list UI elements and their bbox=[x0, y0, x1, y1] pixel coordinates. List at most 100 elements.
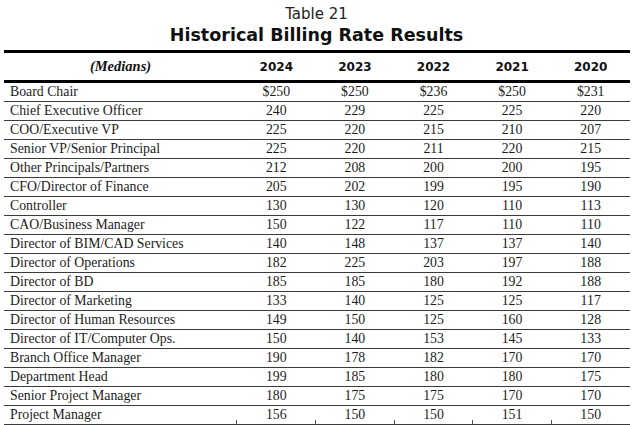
row-label: Director of BD bbox=[4, 273, 237, 292]
rate-value: 137 bbox=[394, 235, 473, 254]
rate-value: 180 bbox=[473, 368, 552, 387]
rate-value: 140 bbox=[237, 235, 316, 254]
rate-value: 200 bbox=[473, 159, 552, 178]
rate-value: $236 bbox=[394, 82, 473, 102]
column-tick-marks bbox=[4, 420, 630, 424]
document-page: Table 21 Historical Billing Rate Results… bbox=[0, 0, 633, 425]
rate-value: 220 bbox=[551, 102, 630, 121]
rate-value: 125 bbox=[473, 292, 552, 311]
rate-value: 199 bbox=[237, 368, 316, 387]
rate-value: 205 bbox=[237, 178, 316, 197]
year-header-2024: 2024 bbox=[237, 52, 316, 82]
rate-value: 150 bbox=[237, 216, 316, 235]
rate-value: 220 bbox=[316, 121, 395, 140]
rate-value: 188 bbox=[551, 254, 630, 273]
table-row: Director of Marketing133140125125117 bbox=[4, 292, 630, 311]
table-row: Director of IT/Computer Ops.150140153145… bbox=[4, 330, 630, 349]
row-label: Director of IT/Computer Ops. bbox=[4, 330, 237, 349]
rate-value: 195 bbox=[473, 178, 552, 197]
row-label: Senior Project Manager bbox=[4, 387, 237, 406]
table-row: COO/Executive VP225220215210207 bbox=[4, 121, 630, 140]
rate-value: 185 bbox=[316, 368, 395, 387]
rate-value: $250 bbox=[237, 82, 316, 102]
rate-value: 203 bbox=[394, 254, 473, 273]
rate-value: 117 bbox=[551, 292, 630, 311]
billing-rate-table: (Medians) 2024 2023 2022 2021 2020 Board… bbox=[4, 50, 630, 425]
page-title: Historical Billing Rate Results bbox=[0, 25, 633, 47]
rate-value: 150 bbox=[316, 311, 395, 330]
table-row: Controller130130120110113 bbox=[4, 197, 630, 216]
rate-value: 215 bbox=[551, 140, 630, 159]
rate-value: 200 bbox=[394, 159, 473, 178]
rate-value: 197 bbox=[473, 254, 552, 273]
row-label: Branch Office Manager bbox=[4, 349, 237, 368]
rate-value: 182 bbox=[394, 349, 473, 368]
rate-value: 140 bbox=[551, 235, 630, 254]
year-header-2021: 2021 bbox=[473, 52, 552, 82]
rate-value: 122 bbox=[316, 216, 395, 235]
rate-value: 133 bbox=[551, 330, 630, 349]
rate-value: 195 bbox=[551, 159, 630, 178]
rate-value: 225 bbox=[394, 102, 473, 121]
year-header-2020: 2020 bbox=[551, 52, 630, 82]
rate-value: 133 bbox=[237, 292, 316, 311]
row-label: Director of Marketing bbox=[4, 292, 237, 311]
rate-value: 208 bbox=[316, 159, 395, 178]
table-row: Director of BIM/CAD Services140148137137… bbox=[4, 235, 630, 254]
table-caption: Table 21 Historical Billing Rate Results bbox=[0, 0, 633, 47]
rate-value: 110 bbox=[473, 216, 552, 235]
table-row: Senior Project Manager180175175170170 bbox=[4, 387, 630, 406]
rate-value: 170 bbox=[551, 387, 630, 406]
rate-value: 225 bbox=[473, 102, 552, 121]
table-body: Board Chair$250$250$236$250$231Chief Exe… bbox=[4, 82, 630, 425]
rate-value: 160 bbox=[473, 311, 552, 330]
rate-value: 182 bbox=[237, 254, 316, 273]
year-header-2022: 2022 bbox=[394, 52, 473, 82]
rate-value: 170 bbox=[473, 387, 552, 406]
year-header-2023: 2023 bbox=[316, 52, 395, 82]
rate-value: 211 bbox=[394, 140, 473, 159]
rate-value: 128 bbox=[551, 311, 630, 330]
row-label: Board Chair bbox=[4, 82, 237, 102]
rate-value: 175 bbox=[316, 387, 395, 406]
rate-value: 117 bbox=[394, 216, 473, 235]
rate-value: 240 bbox=[237, 102, 316, 121]
rate-value: 113 bbox=[551, 197, 630, 216]
rate-value: 140 bbox=[316, 292, 395, 311]
table-number: Table 21 bbox=[0, 5, 633, 24]
table-row: CFO/Director of Finance205202199195190 bbox=[4, 178, 630, 197]
rate-value: $250 bbox=[473, 82, 552, 102]
rate-value: 110 bbox=[473, 197, 552, 216]
rate-value: 199 bbox=[394, 178, 473, 197]
rate-value: 202 bbox=[316, 178, 395, 197]
rate-value: 170 bbox=[551, 349, 630, 368]
rate-value: 185 bbox=[237, 273, 316, 292]
rate-value: $250 bbox=[316, 82, 395, 102]
rate-value: 190 bbox=[551, 178, 630, 197]
rate-value: 225 bbox=[237, 121, 316, 140]
rate-value: 125 bbox=[394, 292, 473, 311]
rate-value: 210 bbox=[473, 121, 552, 140]
rate-value: 180 bbox=[394, 368, 473, 387]
row-label: Director of Human Resources bbox=[4, 311, 237, 330]
header-row: (Medians) 2024 2023 2022 2021 2020 bbox=[4, 52, 630, 82]
table-row: Board Chair$250$250$236$250$231 bbox=[4, 82, 630, 102]
rate-value: 178 bbox=[316, 349, 395, 368]
row-label: COO/Executive VP bbox=[4, 121, 237, 140]
rate-value: 192 bbox=[473, 273, 552, 292]
row-label: CFO/Director of Finance bbox=[4, 178, 237, 197]
row-label: Director of Operations bbox=[4, 254, 237, 273]
rate-value: 110 bbox=[551, 216, 630, 235]
rate-value: 188 bbox=[551, 273, 630, 292]
rate-value: 120 bbox=[394, 197, 473, 216]
rate-value: 170 bbox=[473, 349, 552, 368]
rate-value: 137 bbox=[473, 235, 552, 254]
rate-value: 190 bbox=[237, 349, 316, 368]
row-label: Senior VP/Senior Principal bbox=[4, 140, 237, 159]
table-row: CAO/Business Manager150122117110110 bbox=[4, 216, 630, 235]
table-row: Department Head199185180180175 bbox=[4, 368, 630, 387]
rate-value: 175 bbox=[551, 368, 630, 387]
table-row: Senior VP/Senior Principal22522021122021… bbox=[4, 140, 630, 159]
rate-value: 149 bbox=[237, 311, 316, 330]
row-label: CAO/Business Manager bbox=[4, 216, 237, 235]
